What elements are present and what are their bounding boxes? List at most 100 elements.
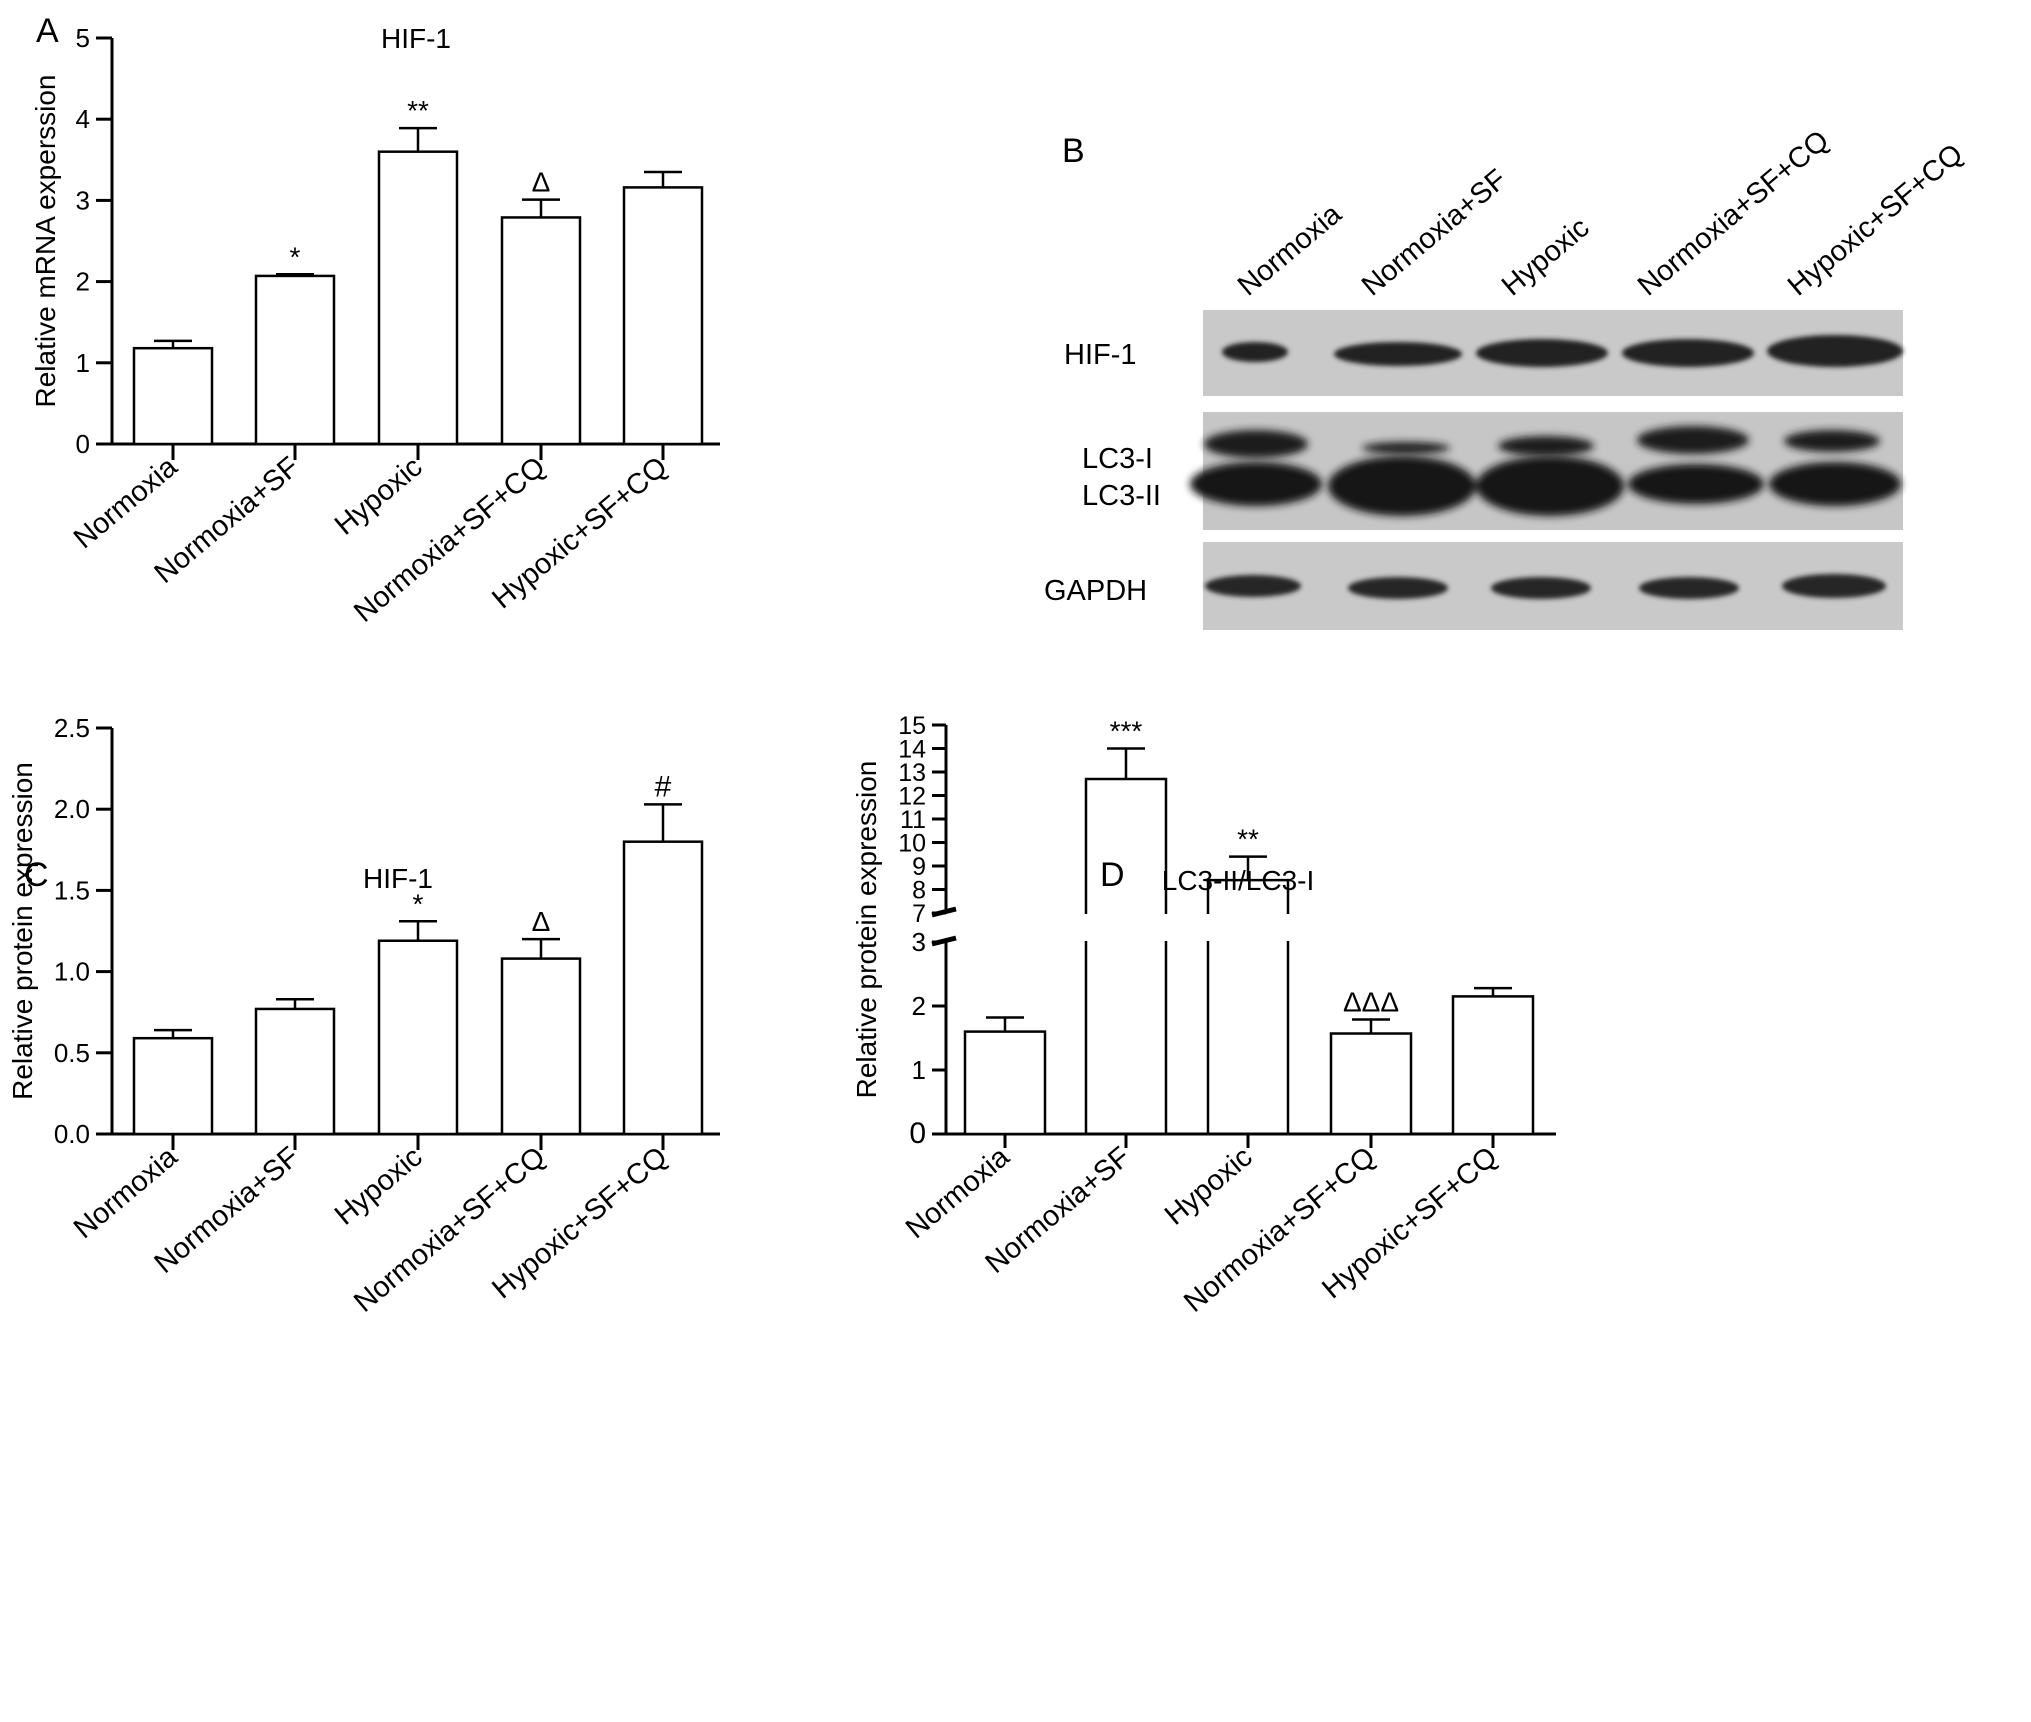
blot-band bbox=[1328, 456, 1476, 516]
y-tick-label: 0 bbox=[909, 1117, 926, 1150]
blot-band bbox=[1348, 577, 1448, 599]
blot-lane-label: Normoxia bbox=[1232, 198, 1348, 303]
blot-band bbox=[1637, 426, 1749, 454]
y-tick-label: 3 bbox=[76, 185, 90, 215]
blot-band bbox=[1498, 436, 1594, 456]
bar bbox=[500, 957, 582, 1136]
blot-band bbox=[1222, 342, 1288, 362]
y-tick-label: 0.5 bbox=[54, 1038, 90, 1068]
bar bbox=[254, 274, 336, 446]
y-tick-label: 1 bbox=[76, 348, 90, 378]
blot-row-label-lc3i: LC3-I bbox=[1082, 443, 1153, 475]
bar bbox=[1084, 777, 1168, 1134]
blot-band bbox=[1628, 464, 1764, 504]
blot-lane-label: Normoxia+SF bbox=[1356, 163, 1513, 302]
x-tick-label: Normoxia bbox=[68, 1140, 184, 1245]
blot-bands-lc3-i bbox=[1204, 426, 1880, 458]
y-tick-label: 5 bbox=[76, 23, 90, 53]
x-tick-label: Hypoxic bbox=[1159, 1141, 1259, 1232]
bar bbox=[254, 1007, 336, 1136]
y-tick-label: 0.0 bbox=[54, 1119, 90, 1149]
y-axis-label: Relative protein expression bbox=[7, 762, 38, 1100]
blot-band bbox=[1476, 456, 1624, 516]
bar bbox=[1451, 995, 1535, 1136]
bar bbox=[132, 346, 214, 446]
blot-band bbox=[1622, 339, 1754, 367]
significance-marker: # bbox=[655, 770, 672, 803]
bar bbox=[1329, 1032, 1413, 1136]
y-tick-label: 8 bbox=[912, 877, 926, 905]
blot-lane-labels: Normoxia Normoxia+SF Hypoxic Normoxia+SF… bbox=[1232, 125, 1969, 303]
blot-band bbox=[1784, 430, 1880, 452]
bar bbox=[622, 840, 704, 1136]
y-axis-label: Relative mRNA experssion bbox=[30, 74, 61, 407]
bar-break-gap bbox=[1082, 914, 1170, 941]
y-tick-label: 13 bbox=[898, 759, 926, 787]
significance-marker: * bbox=[413, 888, 424, 919]
chart-title: HIF-1 bbox=[381, 23, 451, 54]
blot-band bbox=[1362, 442, 1450, 454]
chart-a-hif1-mrna: HIF-1 Relative mRNA experssion 0 1 2 3 4 5 Normo… bbox=[30, 23, 720, 629]
significance-marker: *** bbox=[1110, 716, 1143, 747]
blot-lane-label: Hypoxic bbox=[1496, 212, 1596, 303]
y-tick-label: 2.5 bbox=[54, 713, 90, 743]
panel-letter-d: D bbox=[1100, 856, 1125, 894]
x-tick-label: Normoxia bbox=[900, 1140, 1016, 1245]
western-blot: Normoxia Normoxia+SF Hypoxic Normoxia+SF… bbox=[1044, 125, 1969, 630]
bar bbox=[132, 1036, 214, 1136]
significance-marker: * bbox=[290, 241, 301, 272]
blot-bands-lc3-ii bbox=[1190, 456, 1901, 516]
y-tick-label: 11 bbox=[900, 806, 926, 834]
significance-marker: Δ bbox=[532, 167, 551, 198]
blot-band bbox=[1769, 462, 1901, 506]
blot-band bbox=[1476, 339, 1608, 367]
y-tick-label: 7 bbox=[912, 900, 926, 928]
y-tick-label: 1.0 bbox=[54, 957, 90, 987]
y-tick-label: 3 bbox=[912, 927, 926, 957]
y-tick-label: 1 bbox=[912, 1055, 926, 1085]
y-tick-label: 12 bbox=[898, 783, 926, 811]
significance-marker: Δ bbox=[532, 906, 551, 937]
blot-row-label-hif1: HIF-1 bbox=[1064, 339, 1137, 371]
blot-bands-gapdh bbox=[1205, 574, 1886, 599]
panel-letter-a: A bbox=[36, 12, 59, 50]
blot-row-label-lc3ii: LC3-II bbox=[1082, 480, 1161, 512]
y-tick-label: 9 bbox=[912, 853, 926, 881]
bar bbox=[500, 216, 582, 446]
x-tick-label: Normoxia bbox=[68, 450, 184, 555]
blot-band bbox=[1491, 577, 1591, 599]
bar bbox=[377, 939, 459, 1136]
panel-letter-b: B bbox=[1062, 132, 1085, 170]
y-tick-label: 14 bbox=[898, 736, 926, 764]
panel-letter-c: C bbox=[24, 856, 49, 894]
bar bbox=[622, 186, 704, 446]
bar-break-gap bbox=[1204, 914, 1292, 941]
blot-band bbox=[1190, 462, 1322, 506]
y-tick-label: 2 bbox=[76, 267, 90, 297]
y-axis-label: Relative protein expression bbox=[851, 761, 882, 1099]
x-tick-label: Hypoxic bbox=[329, 1141, 429, 1232]
y-tick-label: 4 bbox=[76, 104, 90, 134]
blot-band bbox=[1767, 335, 1903, 367]
blot-band bbox=[1782, 574, 1886, 598]
significance-marker: ** bbox=[1237, 824, 1259, 855]
blot-band bbox=[1205, 575, 1301, 597]
blot-row-label-gapdh: GAPDH bbox=[1044, 575, 1147, 607]
blot-band bbox=[1204, 430, 1308, 458]
chart-title: HIF-1 bbox=[363, 863, 433, 894]
blot-band bbox=[1334, 342, 1462, 366]
significance-marker: ΔΔΔ bbox=[1343, 986, 1399, 1017]
y-tick-label: 0 bbox=[76, 429, 90, 459]
y-tick-label: 10 bbox=[898, 830, 926, 858]
bar bbox=[377, 150, 459, 446]
chart-c-hif1-protein: HIF-1 Relative protein expression 0.0 0.5 1.… bbox=[7, 713, 720, 1319]
y-tick-label: 15 bbox=[898, 712, 926, 740]
y-tick-label: 1.5 bbox=[54, 875, 90, 905]
significance-marker: ** bbox=[407, 95, 429, 126]
y-tick-label: 2 bbox=[912, 991, 926, 1021]
x-tick-label: Hypoxic bbox=[329, 451, 429, 542]
bar bbox=[963, 1030, 1047, 1136]
blot-band bbox=[1639, 577, 1739, 599]
